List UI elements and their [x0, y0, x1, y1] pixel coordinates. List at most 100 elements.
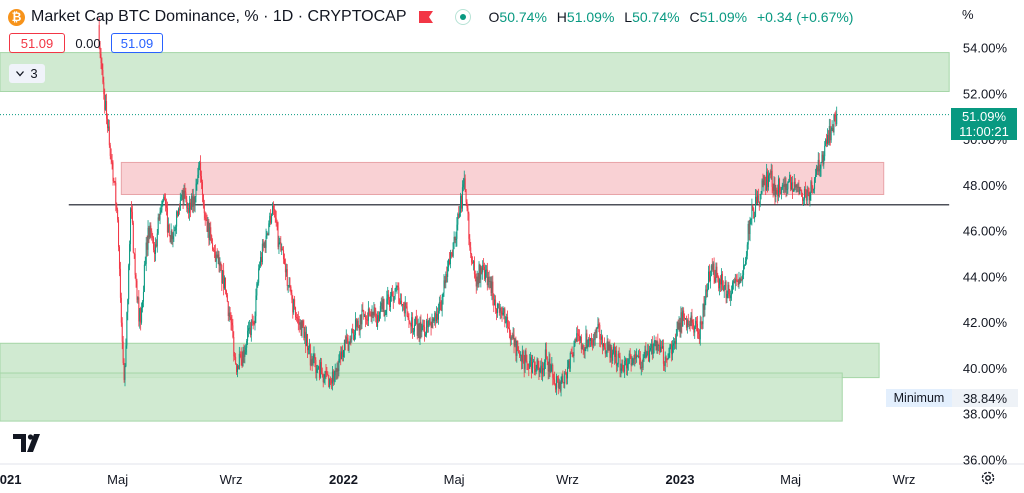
- candle-body: [787, 181, 789, 190]
- candle-body: [701, 323, 703, 325]
- candle-body: [191, 196, 193, 207]
- candle-body: [285, 269, 287, 273]
- market-status-icon[interactable]: [454, 9, 471, 25]
- candle-body: [608, 344, 610, 351]
- candle-body: [379, 305, 381, 313]
- candle-body: [116, 203, 118, 210]
- candle-body: [585, 333, 587, 349]
- candle-body: [301, 320, 303, 336]
- candle-body: [578, 335, 580, 341]
- symbol-title[interactable]: Market Cap BTC Dominance, % · 1D · CRYPT…: [31, 8, 407, 25]
- candle-body: [271, 214, 273, 223]
- candle-body: [777, 191, 779, 197]
- candle-body: [453, 236, 455, 243]
- candle-body: [458, 214, 460, 217]
- candle-body: [715, 266, 717, 282]
- candle-body: [146, 242, 148, 250]
- candle-body: [592, 339, 594, 345]
- candle-body: [680, 312, 682, 333]
- candle-body: [295, 317, 297, 318]
- buy-price-box[interactable]: 51.09: [111, 33, 163, 53]
- candle-body: [834, 114, 836, 117]
- candle-body: [472, 262, 474, 264]
- flag-icon[interactable]: [418, 11, 433, 23]
- candle-body: [384, 314, 386, 317]
- candle-body: [813, 188, 815, 191]
- candle-body: [441, 296, 443, 311]
- candle-body: [764, 176, 766, 180]
- candle-body: [603, 343, 605, 348]
- chevron-down-icon: [16, 70, 25, 76]
- candle-body: [286, 269, 288, 286]
- candle-body: [155, 244, 157, 247]
- candle-body: [135, 274, 137, 281]
- candle-body: [659, 345, 661, 353]
- x-axis-tick-label: Wrz: [220, 472, 243, 487]
- candle-body: [521, 351, 523, 362]
- candle-body: [784, 184, 786, 187]
- candle-body: [165, 199, 167, 205]
- candle-body: [792, 190, 794, 192]
- candle-body: [637, 355, 639, 357]
- candle-body: [469, 238, 471, 248]
- candle-body: [120, 297, 122, 323]
- candle-body: [794, 181, 796, 188]
- candle-body: [370, 315, 372, 317]
- candle-body: [319, 362, 321, 378]
- candle-body: [638, 355, 640, 358]
- candle-body: [542, 368, 544, 374]
- candle-body: [114, 181, 116, 183]
- candle-body: [541, 365, 543, 374]
- candle-body: [445, 274, 447, 283]
- candle-body: [258, 268, 260, 283]
- candle-body: [599, 324, 601, 340]
- candle-body: [296, 317, 298, 319]
- candle-body: [220, 263, 222, 266]
- candle-body: [692, 322, 694, 327]
- candle-body: [644, 349, 646, 358]
- candle-body: [224, 277, 226, 291]
- candle-body: [567, 367, 569, 379]
- indicators-toggle-button[interactable]: 3: [9, 64, 45, 83]
- candle-body: [378, 315, 380, 322]
- candle-body: [587, 344, 589, 348]
- candle-body: [573, 345, 575, 356]
- candle-body: [189, 202, 191, 210]
- candle-body: [791, 182, 793, 192]
- candle-body: [320, 362, 322, 375]
- candle-body: [353, 332, 355, 341]
- candle-body: [272, 205, 274, 209]
- candle-body: [150, 225, 152, 232]
- candle-body: [319, 366, 321, 378]
- candle-body: [137, 297, 139, 300]
- candle-body: [429, 318, 431, 326]
- candle-body: [749, 219, 751, 235]
- candle-body: [316, 368, 318, 373]
- y-axis-tick-label: 38.00%: [963, 407, 1008, 422]
- candle-body: [606, 341, 608, 351]
- candle-body: [711, 265, 713, 270]
- candle-body: [252, 322, 254, 323]
- chart-legend: ₿ Market Cap BTC Dominance, % · 1D · CRY…: [8, 6, 853, 28]
- candle-body: [366, 319, 368, 321]
- candle-body: [217, 254, 219, 258]
- candle-body: [803, 199, 805, 201]
- candle-body: [267, 233, 269, 235]
- candle-body: [686, 320, 688, 328]
- candle-body: [241, 359, 243, 367]
- sell-price-box[interactable]: 51.09: [9, 33, 65, 53]
- candle-body: [717, 276, 719, 278]
- candle-body: [154, 244, 156, 254]
- candle-body: [138, 297, 140, 322]
- candle-body: [675, 335, 677, 345]
- candle-body: [170, 230, 172, 243]
- candle-body: [694, 326, 696, 333]
- unit-label[interactable]: %: [962, 7, 974, 22]
- candle-body: [696, 323, 698, 332]
- gear-icon[interactable]: [980, 470, 996, 486]
- tradingview-logo[interactable]: [13, 434, 45, 452]
- candle-body: [825, 139, 827, 146]
- candle-body: [393, 296, 395, 302]
- candle-body: [639, 357, 641, 369]
